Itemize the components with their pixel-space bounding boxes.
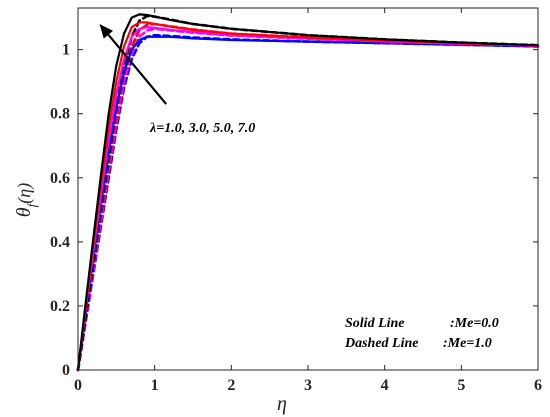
y-tick-label: 0.6: [50, 170, 70, 187]
legend-note-dashed-value: :Me=1.0: [443, 336, 492, 351]
series-line-solid-lambda-1-0: [76, 35, 540, 372]
y-axis-label-main: θ: [13, 207, 35, 217]
y-axis-label-sub: f: [24, 201, 39, 207]
y-axis-ticks: 0 0.2 0.4 0.6 0.8 1: [50, 42, 538, 379]
y-tick-label: 0.2: [50, 298, 70, 315]
x-tick-label: 0: [74, 377, 82, 394]
y-axis-label-tail: (η): [14, 183, 35, 204]
x-tick-label: 1: [151, 377, 159, 394]
y-tick-label: 0.8: [50, 106, 70, 123]
annotation-arrow: [99, 24, 168, 105]
x-tick-label: 2: [227, 377, 235, 394]
lambda-annotation: λ=1.0, 3.0, 5.0, 7.0: [149, 121, 255, 136]
legend-note-dashed-label: Dashed Line: [344, 336, 419, 351]
legend-note-solid-value: :Me=0.0: [450, 316, 499, 331]
x-tick-label: 3: [304, 377, 312, 394]
arrow-shaft: [107, 34, 168, 105]
y-tick-label: 0: [62, 362, 70, 379]
x-axis-ticks: 0 1 2 3 4 5 6: [74, 8, 542, 394]
svg-text:θf(η): θf(η): [13, 183, 39, 217]
arrow-head: [99, 24, 113, 39]
y-tick-label: 1: [62, 42, 70, 59]
legend-note-solid-label: Solid Line: [345, 316, 405, 331]
x-tick-label: 4: [381, 377, 389, 394]
series-line-solid-lambda-7-0: [76, 13, 540, 372]
x-axis-label: η: [277, 393, 287, 415]
y-tick-label: 0.4: [50, 234, 70, 251]
plot-area: [78, 8, 538, 370]
series-group: [76, 13, 540, 372]
y-axis-label: θf(η): [13, 183, 39, 217]
x-tick-label: 5: [457, 377, 465, 394]
x-tick-label: 6: [534, 377, 542, 394]
